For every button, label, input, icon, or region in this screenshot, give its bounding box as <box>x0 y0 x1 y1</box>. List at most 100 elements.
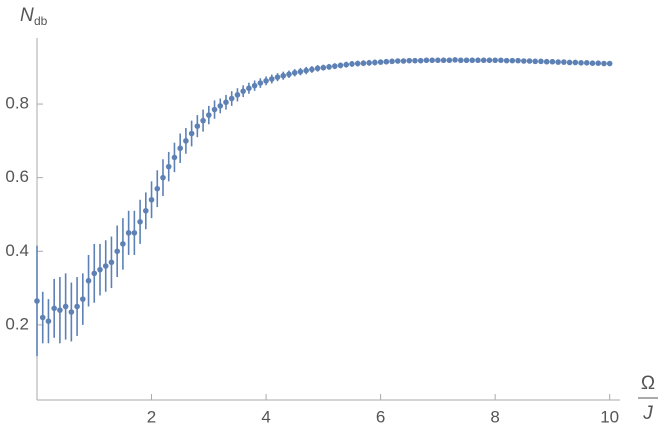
data-point <box>120 241 126 247</box>
data-point <box>572 59 579 66</box>
data-point <box>366 60 372 66</box>
data-point <box>543 58 550 65</box>
data-point <box>303 67 309 74</box>
data-point <box>372 59 378 66</box>
data-point <box>137 219 143 225</box>
data-point <box>509 57 516 64</box>
data-point <box>148 196 155 203</box>
data-point <box>131 230 138 236</box>
data-point <box>125 230 132 236</box>
data-point <box>251 82 258 89</box>
x-tick-label: 8 <box>490 407 499 426</box>
x-axis-label-denominator: J <box>642 403 653 424</box>
data-point <box>62 303 69 310</box>
data-point <box>406 57 413 64</box>
data-point <box>429 57 435 64</box>
data-point <box>566 59 573 66</box>
data-point <box>463 57 470 64</box>
data-point <box>486 57 493 64</box>
data-point <box>606 60 613 67</box>
data-point <box>263 78 269 84</box>
data-point <box>57 307 63 313</box>
data-point <box>234 92 241 98</box>
data-point <box>194 123 201 129</box>
data-point <box>520 58 527 64</box>
data-point <box>331 63 338 69</box>
y-axis-label-subscript: db <box>34 14 48 28</box>
data-point <box>349 61 355 67</box>
data-point <box>469 57 476 64</box>
y-tick-label: 0.6 <box>5 167 29 186</box>
data-point <box>108 259 115 266</box>
data-point <box>435 57 441 64</box>
data-point <box>269 76 275 82</box>
data-point <box>320 64 327 71</box>
data-point <box>503 57 510 64</box>
data-point <box>583 60 590 66</box>
data-point <box>412 57 418 64</box>
data-point <box>85 277 92 284</box>
data-point <box>97 266 103 273</box>
data-point <box>80 296 86 302</box>
data-point <box>297 68 304 75</box>
data-point <box>206 112 212 118</box>
data-point <box>555 59 561 65</box>
data-point <box>337 62 344 69</box>
data-point <box>102 263 109 269</box>
data-point <box>240 88 246 94</box>
x-tick-label: 6 <box>376 407 385 426</box>
x-axis-label-numerator: Ω <box>641 373 655 394</box>
data-point <box>154 185 161 192</box>
data-point <box>532 58 539 65</box>
data-point <box>171 154 178 161</box>
data-point <box>561 59 567 65</box>
data-point <box>74 303 80 310</box>
data-point <box>114 248 120 255</box>
data-point <box>595 60 602 66</box>
data-point <box>143 207 149 214</box>
data-point <box>526 58 533 64</box>
data-point <box>200 117 206 124</box>
data-point <box>39 314 46 321</box>
data-point <box>475 57 481 64</box>
data-point <box>177 145 183 152</box>
data-point <box>257 80 264 86</box>
data-point <box>91 270 98 277</box>
data-point <box>578 60 584 66</box>
data-point <box>45 318 52 325</box>
data-point <box>400 58 407 64</box>
data-point <box>383 58 390 65</box>
x-tick-label: 4 <box>261 407 270 426</box>
data-point <box>446 57 453 64</box>
data-point <box>314 65 321 72</box>
data-point <box>326 64 332 70</box>
data-point <box>223 99 229 106</box>
y-axis-label: N <box>20 5 34 26</box>
data-point <box>211 106 218 113</box>
data-point <box>246 85 252 92</box>
data-point <box>217 103 224 109</box>
data-point <box>343 61 350 68</box>
data-point <box>183 138 189 144</box>
data-point <box>440 57 447 64</box>
data-point <box>480 57 487 64</box>
data-point <box>515 57 521 64</box>
data-point <box>291 69 298 76</box>
data-point <box>68 309 75 315</box>
data-point <box>165 163 172 170</box>
data-point <box>417 57 424 64</box>
data-point <box>34 298 40 304</box>
data-point <box>538 58 544 65</box>
data-point <box>360 60 367 66</box>
data-point <box>394 58 401 64</box>
x-tick-label: 2 <box>147 407 156 426</box>
data-point <box>274 74 281 80</box>
y-tick-label: 0.2 <box>5 314 29 333</box>
data-point <box>492 57 498 64</box>
data-point <box>452 57 458 63</box>
data-point <box>286 71 292 78</box>
data-point <box>589 60 596 66</box>
data-point <box>549 58 556 65</box>
data-point <box>457 57 464 64</box>
